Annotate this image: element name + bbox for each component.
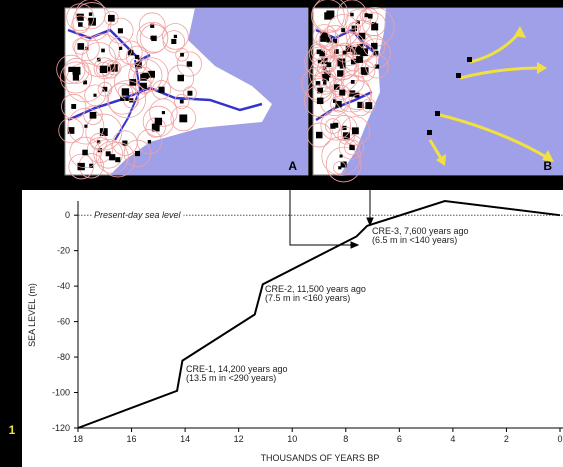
- x-tick-label: 18: [73, 434, 83, 444]
- site: [89, 12, 92, 15]
- site: [365, 102, 372, 109]
- x-tick-label: 0: [557, 434, 562, 444]
- panel-label: B: [543, 159, 552, 173]
- y-axis-label: SEA LEVEL (m): [27, 283, 37, 347]
- site: [125, 97, 129, 101]
- site: [122, 88, 129, 95]
- site: [106, 151, 111, 156]
- site: [317, 98, 323, 104]
- x-tick-label: 4: [450, 434, 455, 444]
- site: [148, 140, 151, 143]
- site: [174, 35, 177, 38]
- site: [93, 94, 96, 97]
- site: [364, 13, 368, 17]
- site: [108, 15, 115, 22]
- site: [341, 28, 345, 32]
- y-tick-label: -40: [57, 281, 70, 291]
- site: [179, 114, 187, 122]
- site: [352, 127, 359, 134]
- x-tick-label: 16: [127, 434, 137, 444]
- x-tick-label: 12: [234, 434, 244, 444]
- figure-number: 1: [9, 423, 16, 437]
- site: [339, 90, 345, 96]
- x-tick-label: 6: [397, 434, 402, 444]
- site: [84, 125, 87, 128]
- figure: A B 1 -120-100-80-60-40-2: [0, 0, 563, 467]
- site: [180, 53, 184, 57]
- site: [340, 155, 343, 158]
- site: [101, 49, 105, 53]
- y-tick-label: 0: [65, 210, 70, 220]
- site: [338, 166, 341, 169]
- site: [71, 104, 76, 109]
- x-tick-label: 8: [343, 434, 348, 444]
- annotation: (6.5 m in <140 years): [372, 235, 457, 245]
- site: [187, 91, 192, 96]
- site: [155, 118, 162, 125]
- chart-area: [22, 190, 563, 467]
- site: [72, 67, 80, 75]
- map-a: A: [57, 0, 308, 179]
- site: [177, 75, 184, 82]
- x-tick-label: 2: [504, 434, 509, 444]
- site: [118, 28, 123, 33]
- site: [427, 130, 432, 135]
- y-tick-label: -120: [52, 423, 70, 433]
- site: [171, 39, 176, 44]
- map-b: B: [302, 0, 563, 182]
- site: [356, 56, 363, 63]
- annotation: (7.5 m in <160 years): [265, 293, 350, 303]
- site: [323, 81, 326, 84]
- site: [350, 13, 353, 16]
- site: [320, 36, 326, 42]
- site: [90, 112, 97, 119]
- y-tick-label: -80: [57, 352, 70, 362]
- site: [343, 51, 347, 55]
- site: [115, 157, 120, 162]
- site: [119, 47, 122, 50]
- site: [135, 151, 140, 156]
- site: [371, 23, 378, 30]
- x-tick-label: 14: [180, 434, 190, 444]
- site: [456, 73, 461, 78]
- site: [327, 62, 332, 67]
- reference-label: Present-day sea level: [94, 210, 182, 220]
- site: [77, 14, 84, 21]
- y-tick-label: -20: [57, 246, 70, 256]
- site: [187, 61, 192, 66]
- site: [77, 43, 84, 50]
- site: [316, 132, 323, 139]
- site: [435, 111, 440, 116]
- site: [371, 43, 378, 50]
- site: [180, 100, 184, 104]
- site: [158, 87, 164, 93]
- site: [351, 80, 355, 84]
- site: [333, 123, 338, 128]
- x-tick-label: 10: [287, 434, 297, 444]
- site: [162, 111, 165, 114]
- site: [349, 145, 354, 150]
- site: [467, 57, 472, 62]
- site: [324, 12, 331, 19]
- x-axis-label: THOUSANDS OF YEARS BP: [261, 453, 380, 463]
- site: [103, 66, 107, 70]
- y-tick-label: -60: [57, 317, 70, 327]
- site: [82, 150, 87, 155]
- site: [135, 55, 139, 59]
- annotation: (13.5 m in <290 years): [186, 373, 276, 383]
- site: [361, 67, 369, 75]
- site: [334, 84, 339, 89]
- site: [337, 70, 343, 76]
- site: [78, 22, 83, 27]
- site: [368, 14, 373, 19]
- panel-label: A: [288, 159, 297, 173]
- y-tick-label: -100: [52, 388, 70, 398]
- site: [142, 73, 148, 79]
- site: [73, 74, 79, 80]
- site: [150, 36, 154, 40]
